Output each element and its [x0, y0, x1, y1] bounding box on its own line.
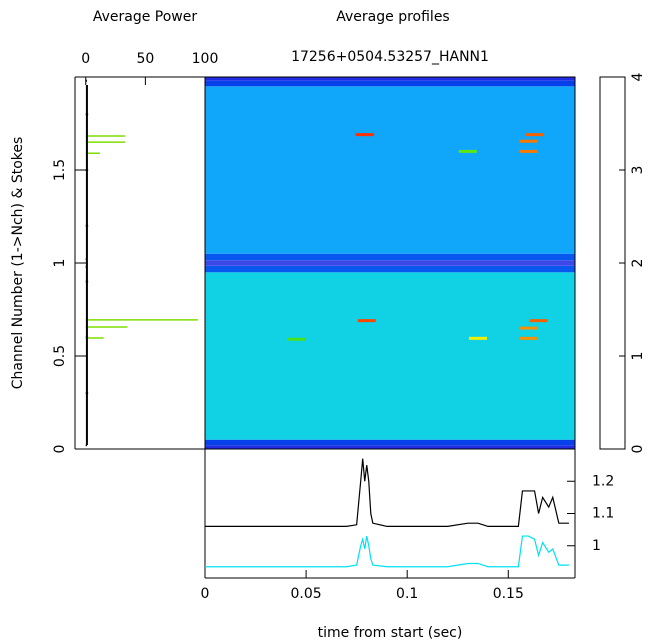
- x-tick-label: 0: [201, 586, 210, 602]
- heatmap-spot: [519, 149, 538, 153]
- colorbar-tick-label: 4: [630, 72, 646, 81]
- panel-title: Average profiles: [336, 9, 449, 25]
- y-tick-label: 1.2: [592, 473, 614, 489]
- heatmap-spot: [286, 337, 305, 341]
- x-tick-label: 0.1: [396, 586, 418, 602]
- heatmap-row: [205, 272, 575, 440]
- heatmap-spot: [458, 149, 477, 153]
- y-tick-label: 1: [592, 538, 601, 554]
- profile-line: [205, 535, 569, 568]
- heatmap-row: [205, 439, 575, 446]
- colorbar-tick-label: 2: [630, 259, 646, 268]
- frame: [204, 76, 576, 450]
- colorbar-tick-label: 1: [630, 352, 646, 361]
- x-tick-label: 0.15: [493, 586, 524, 602]
- heatmap-row: [205, 77, 575, 81]
- y-tick-label: 0: [52, 445, 68, 454]
- x-tick-label: 50: [136, 51, 154, 67]
- y-tick-label: 0.5: [52, 345, 68, 367]
- profile-line: [205, 458, 569, 528]
- x-tick-label: 100: [192, 51, 219, 67]
- x-axis-label: time from start (sec): [318, 625, 463, 641]
- heatmap-spot: [525, 133, 544, 137]
- heatmap-spot: [357, 319, 376, 323]
- y-tick-label: 1.5: [52, 159, 68, 181]
- colorbar-tick-label: 0: [630, 445, 646, 454]
- panel-subtitle: 17256+0504.53257_HANN1: [291, 49, 489, 65]
- heatmap-row: [205, 265, 575, 273]
- heatmap-spot: [519, 326, 538, 330]
- colorbar-tick-label: 3: [630, 166, 646, 175]
- heatmap-row: [205, 260, 575, 266]
- y-tick-label: 1.1: [592, 506, 614, 522]
- heatmap-row: [205, 86, 575, 254]
- heatmap-spot: [519, 139, 538, 143]
- heatmap-spot: [355, 133, 374, 137]
- x-tick-label: 0.05: [291, 586, 322, 602]
- heatmap-row: [205, 445, 575, 449]
- x-tick-label: 0: [81, 51, 90, 67]
- heatmap-spot: [519, 336, 538, 340]
- heatmap-spot: [529, 319, 548, 323]
- heatmap-spot: [468, 336, 487, 340]
- panel-title: Average Power: [93, 9, 198, 25]
- heatmap-row: [205, 253, 575, 261]
- y-axis-label: Channel Number (1->Nch) & Stokes: [10, 137, 26, 390]
- y-tick-label: 1: [52, 259, 68, 268]
- heatmap-row: [205, 80, 575, 87]
